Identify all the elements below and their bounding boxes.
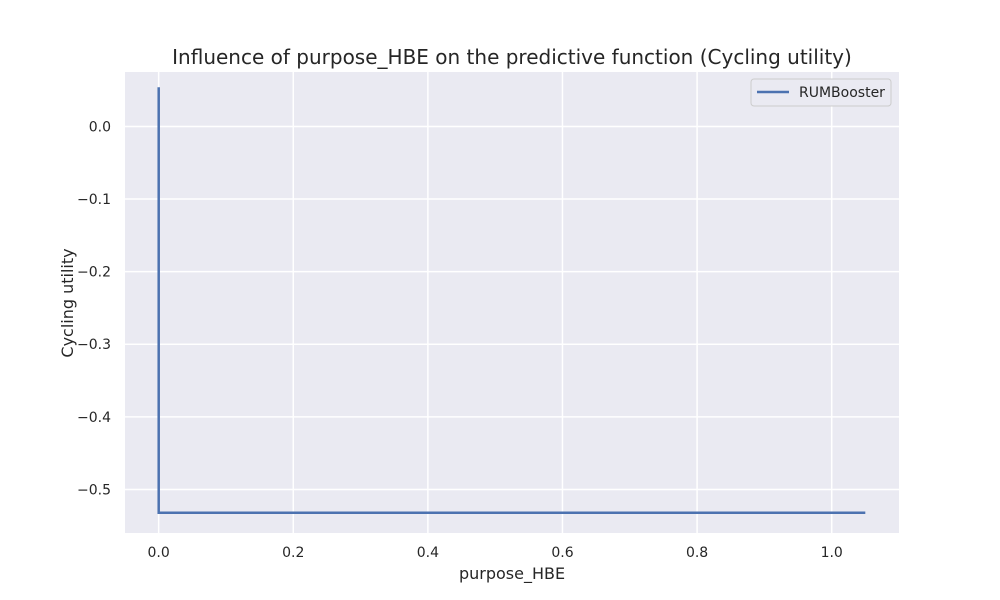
plot-area [125,72,899,533]
x-tick-labels: 0.0 0.2 0.4 0.6 0.8 1.0 [148,545,843,561]
y-tick-labels: 0.0 −0.1 −0.2 −0.3 −0.4 −0.5 [77,119,111,498]
x-tick-label: 0.6 [551,545,573,561]
y-gridlines [125,125,899,491]
series-line-rumbooster [157,87,866,514]
y-tick-label: −0.1 [77,192,111,208]
legend-box [750,78,892,107]
legend-label-rumbooster: RUMBooster [799,85,885,101]
chart-title: Influence of purpose_HBE on the predicti… [172,45,852,69]
series-layer [157,87,866,514]
x-tick-label: 0.8 [686,545,708,561]
y-tick-label: −0.4 [77,410,111,426]
y-axis-label: Cycling utility [58,248,77,357]
y-tick-label: −0.5 [77,482,111,498]
y-tick-label: −0.2 [77,265,111,281]
y-tick-label: −0.3 [77,337,111,353]
legend: RUMBooster [750,78,892,107]
x-tick-label: 1.0 [821,545,843,561]
y-tick-label: 0.0 [89,119,111,135]
x-tick-label: 0.4 [417,545,439,561]
x-tick-label: 0.2 [282,545,304,561]
x-axis-label: purpose_HBE [459,564,565,584]
x-tick-label: 0.0 [148,545,170,561]
